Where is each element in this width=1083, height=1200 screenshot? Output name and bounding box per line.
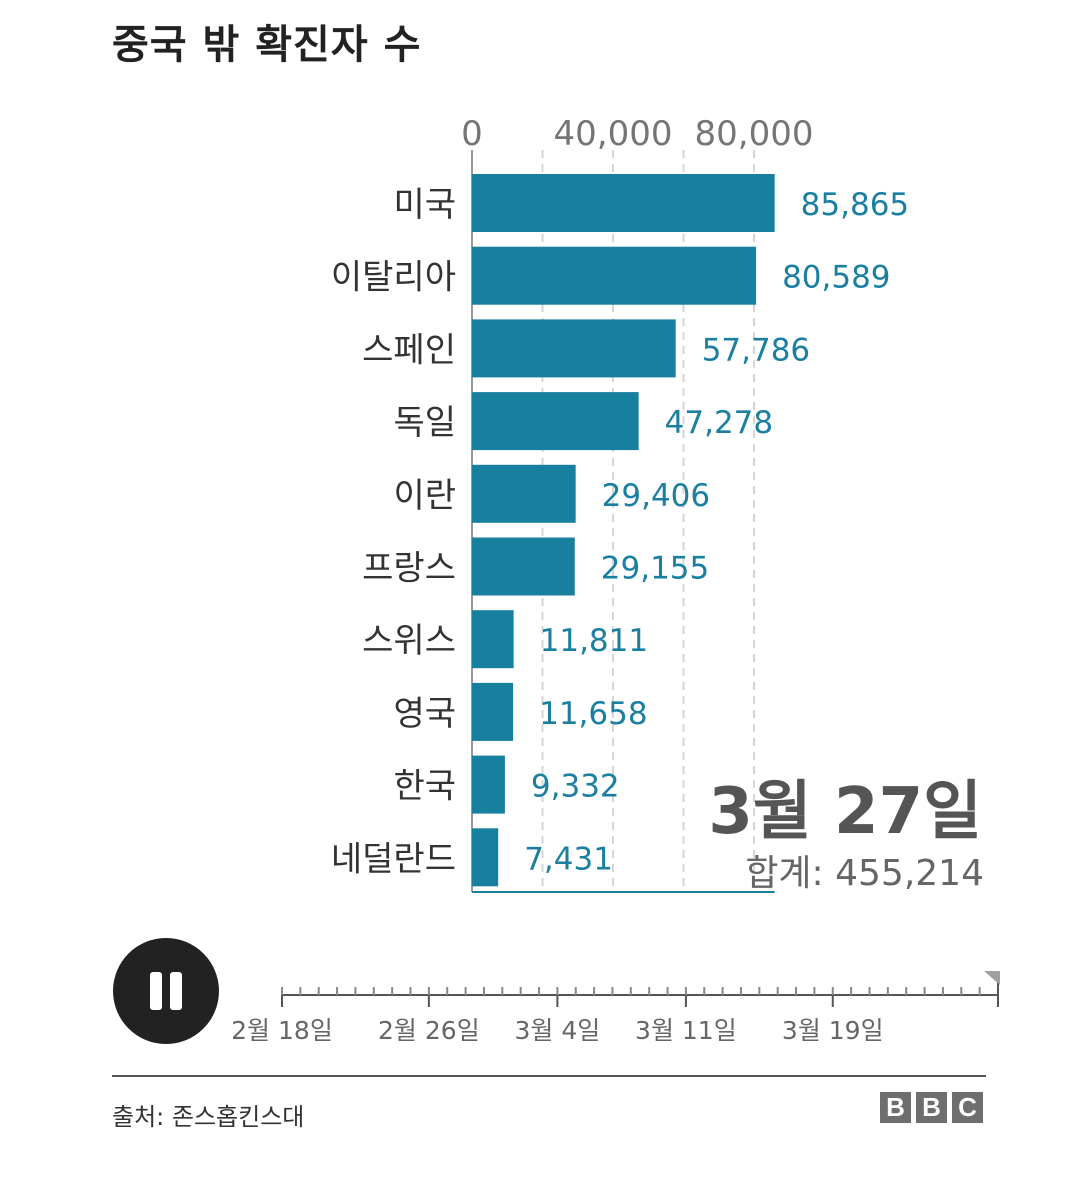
- chart-title: 중국 밖 확진자 수: [112, 22, 422, 68]
- data-label: 7,431: [524, 841, 613, 877]
- timeline-handle[interactable]: [984, 971, 1000, 985]
- bbc-logo-block: B: [880, 1092, 911, 1123]
- data-label: 29,406: [602, 478, 710, 514]
- data-label: 57,786: [702, 332, 810, 368]
- timeline-label: 2월 18일: [231, 1016, 333, 1045]
- bar: [472, 610, 514, 669]
- category-label: 프랑스: [362, 549, 456, 589]
- date-label: 3월 27일: [708, 775, 982, 849]
- pause-button[interactable]: [113, 938, 219, 1044]
- timeline-label: 2월 26일: [378, 1016, 480, 1045]
- data-label: 9,332: [531, 769, 620, 805]
- data-label: 11,811: [540, 623, 648, 659]
- category-label: 한국: [393, 767, 456, 807]
- data-label: 80,589: [782, 260, 890, 296]
- category-label: 네덜란드: [331, 839, 456, 879]
- data-label: 29,155: [601, 551, 709, 587]
- data-label: 85,865: [801, 187, 909, 223]
- bar: [472, 392, 639, 451]
- footer-divider: [112, 1075, 986, 1077]
- x-tick-label: 80,000: [695, 114, 814, 154]
- category-label: 이란: [393, 476, 456, 516]
- source-text: 출처: 존스홉킨스대: [112, 1103, 305, 1131]
- bbc-logo: B B C: [880, 1092, 983, 1123]
- x-tick-label: 0: [461, 114, 483, 154]
- category-label: 이탈리아: [331, 258, 456, 298]
- timeline-label: 3월 11일: [635, 1016, 737, 1045]
- bar: [472, 537, 575, 596]
- bar: [472, 319, 676, 378]
- category-label: 영국: [393, 694, 456, 734]
- x-tick-label: 40,000: [554, 114, 673, 154]
- category-label: 스페인: [362, 330, 456, 370]
- bar: [472, 682, 514, 741]
- data-label: 11,658: [539, 696, 647, 732]
- bar: [472, 755, 505, 814]
- category-label: 미국: [393, 185, 456, 225]
- timeline-label: 3월 19일: [782, 1016, 884, 1045]
- bar: [472, 246, 757, 305]
- category-label: 스위스: [362, 621, 456, 661]
- timeline-label: 3월 4일: [515, 1016, 601, 1045]
- pause-icon: [150, 972, 162, 1010]
- data-label: 47,278: [665, 405, 773, 441]
- bar-chart: 0 40,000 80,000 미국 85,865 이탈리아 80,589 스페인 57,786…: [231, 114, 1000, 1045]
- bar: [472, 828, 499, 887]
- bar: [472, 464, 576, 523]
- category-label: 독일: [393, 403, 456, 443]
- bbc-logo-block: B: [916, 1092, 947, 1123]
- total-label: 합계: 455,214: [745, 853, 984, 894]
- bbc-logo-block: C: [952, 1092, 983, 1123]
- bar: [472, 174, 775, 232]
